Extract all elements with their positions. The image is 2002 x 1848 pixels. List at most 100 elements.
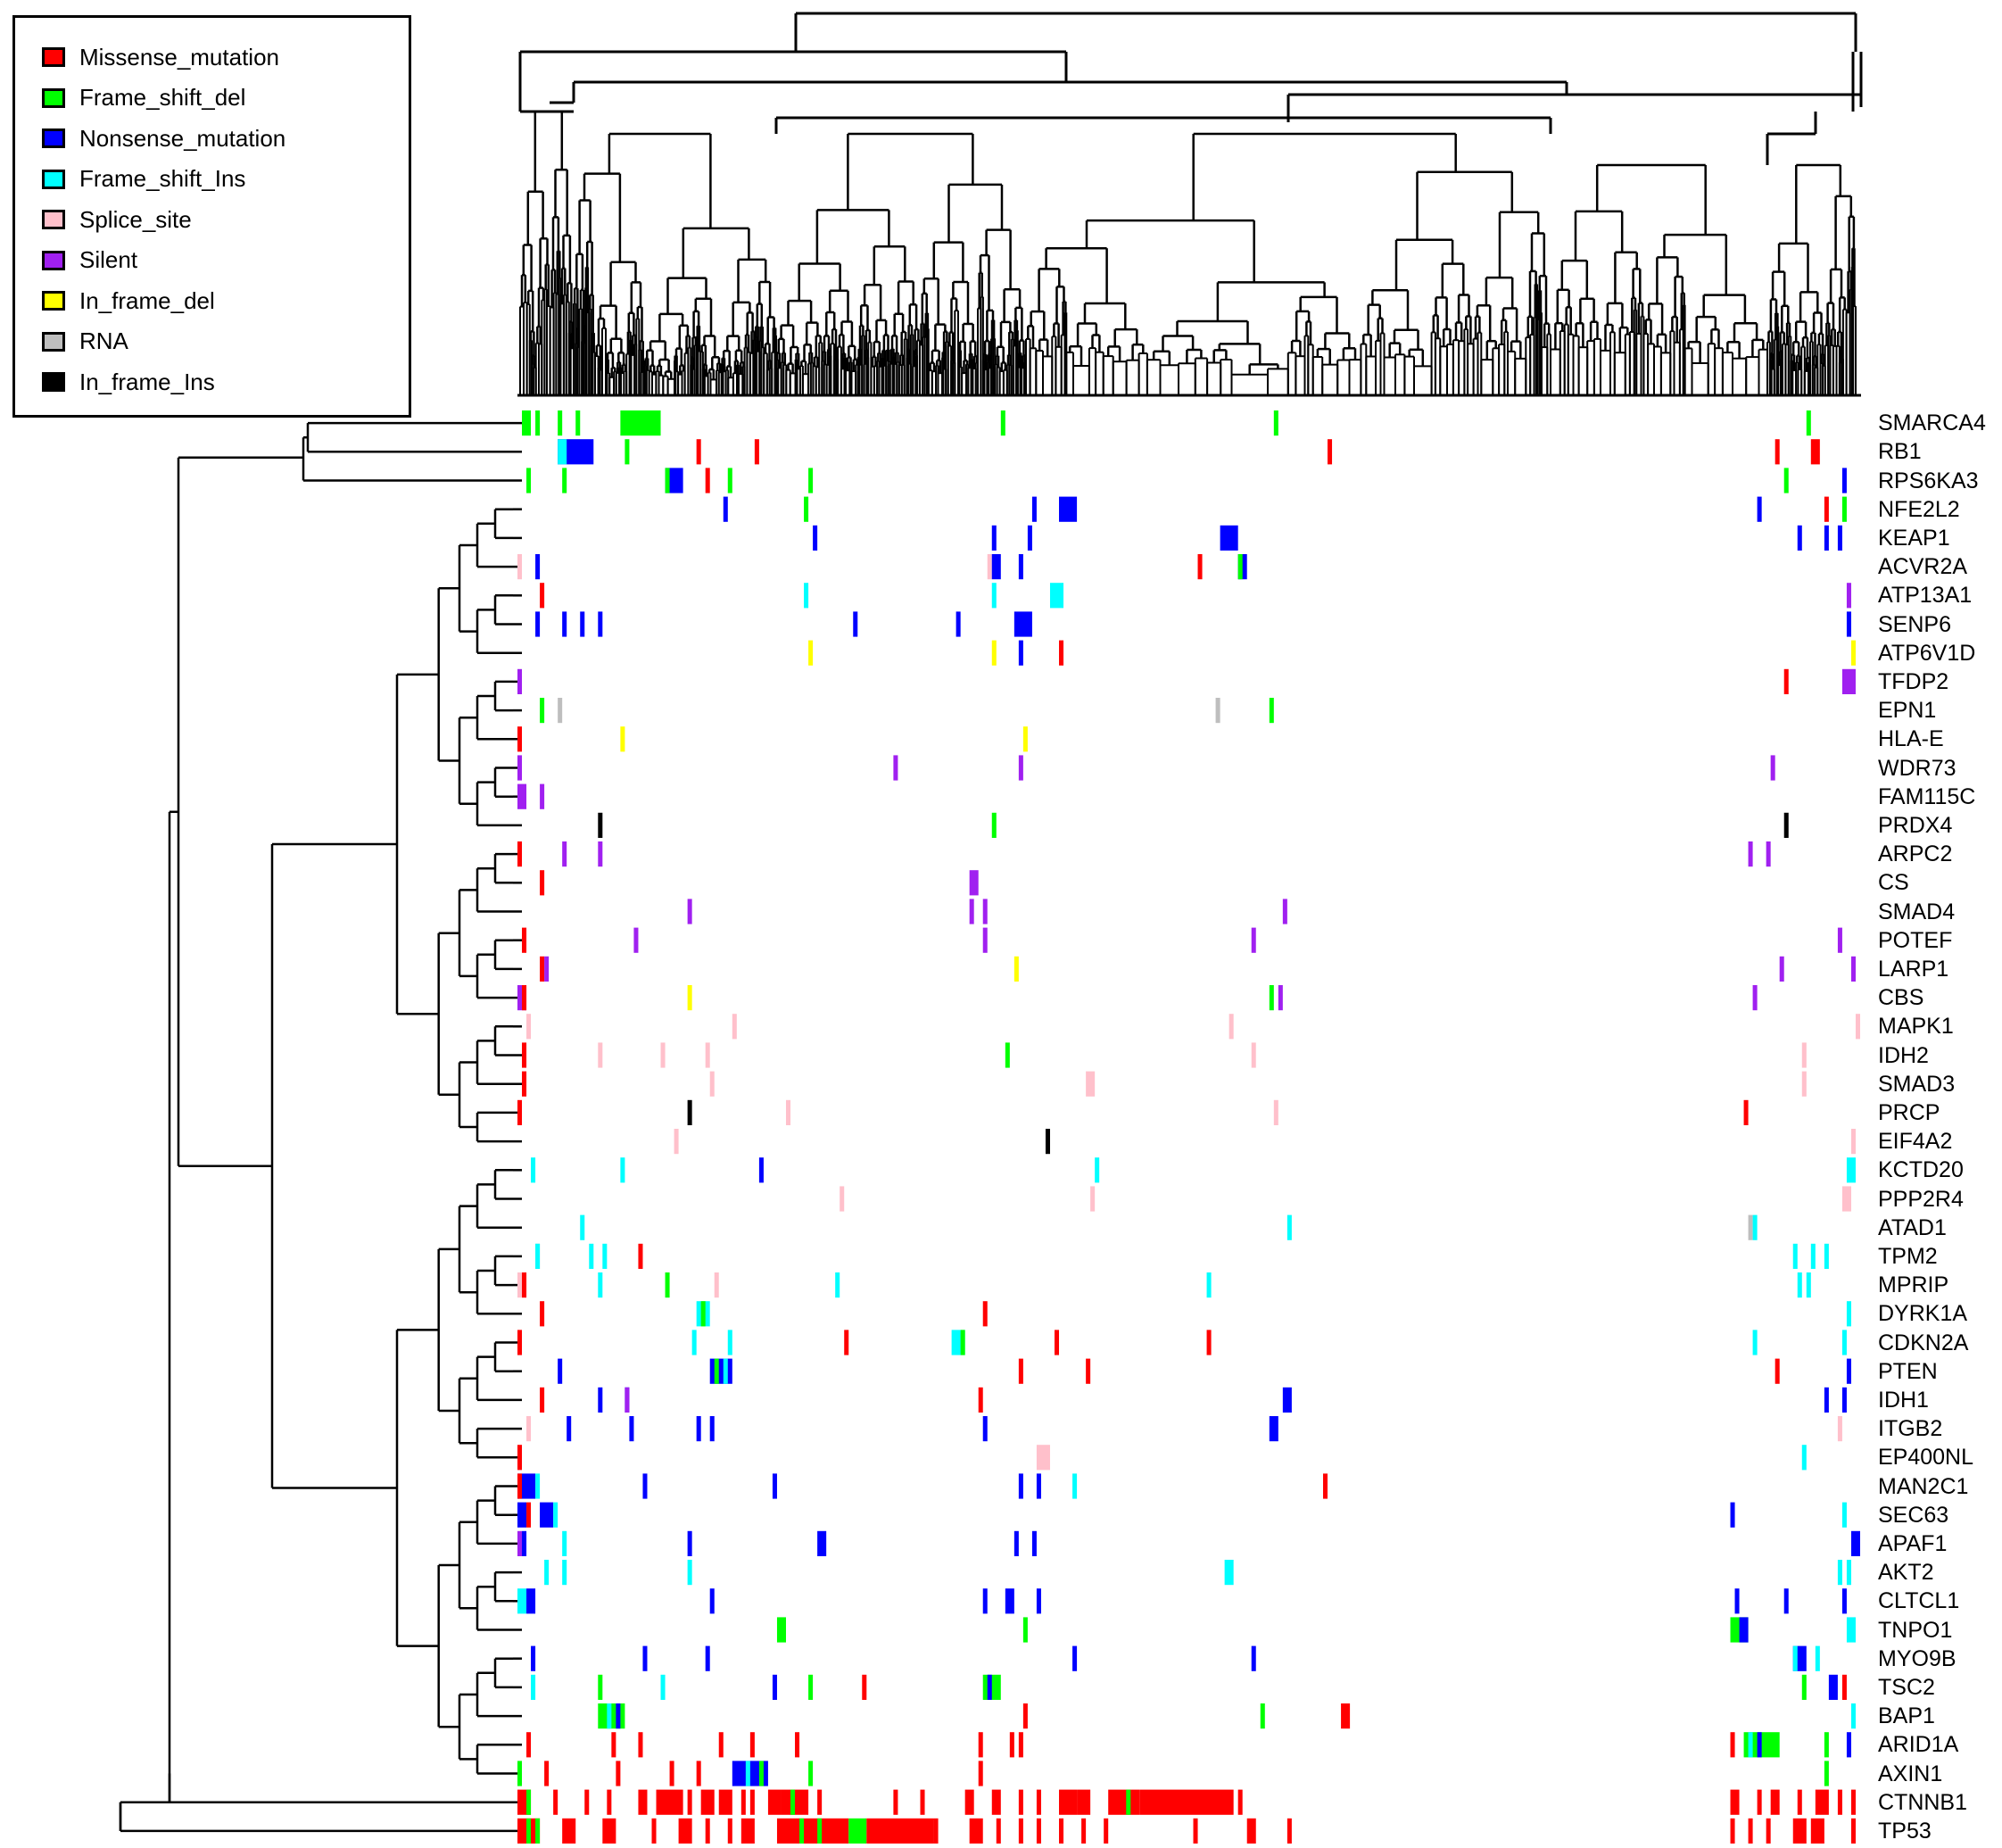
- mutation-cell: [638, 1732, 643, 1758]
- mutation-cell: [1797, 525, 1802, 551]
- gene-label: PPP2R4: [1878, 1186, 1964, 1212]
- mutation-cell: [517, 1099, 523, 1125]
- mutation-cell: [580, 1214, 585, 1240]
- mutation-cell: [804, 496, 809, 522]
- mutation-cell: [813, 525, 818, 551]
- legend-item: Frame_shift_Ins: [42, 162, 245, 197]
- gene-label: ARPC2: [1878, 841, 1953, 867]
- mutation-cell: [848, 1818, 867, 1844]
- mutation-cell: [562, 611, 567, 637]
- mutation-cell: [1022, 726, 1028, 752]
- legend-item: Splice_site: [42, 202, 192, 237]
- mutation-cell: [1269, 698, 1274, 724]
- mutation-cell: [709, 1358, 732, 1384]
- mutation-cell: [991, 583, 997, 609]
- mutation-cell: [517, 726, 523, 752]
- mutation-cell: [1748, 1214, 1753, 1240]
- mutation-cell: [740, 1789, 746, 1815]
- mutation-cell: [1278, 985, 1283, 1011]
- mutation-cell: [598, 812, 603, 838]
- mutation-cell: [790, 1789, 796, 1815]
- mutation-cell: [558, 698, 563, 724]
- legend-label: Nonsense_mutation: [79, 124, 286, 152]
- mutation-cell: [598, 611, 603, 637]
- mutation-cell: [996, 1818, 1001, 1844]
- mutation-cell: [1269, 985, 1274, 1011]
- mutation-cell: [1783, 668, 1789, 694]
- gene-label: CLTCL1: [1878, 1588, 1960, 1614]
- mutation-cell: [1779, 956, 1784, 982]
- mutation-cell: [544, 1560, 550, 1586]
- mutation-cell: [665, 468, 670, 493]
- mutation-cell: [1824, 1243, 1829, 1269]
- mutation-cell: [656, 1789, 683, 1815]
- mutation-cell: [1090, 1186, 1096, 1212]
- gene-label: MAPK1: [1878, 1014, 1954, 1040]
- mutation-cell: [1018, 640, 1023, 666]
- mutation-cell: [1846, 1617, 1856, 1643]
- mutation-cell: [1841, 496, 1847, 522]
- mutation-cell: [1797, 1272, 1802, 1298]
- mutation-cell: [1018, 1358, 1023, 1384]
- legend-label: Splice_site: [79, 205, 192, 233]
- mutation-cell: [1815, 1645, 1820, 1671]
- mutation-cell: [625, 439, 630, 465]
- mutation-cell: [522, 927, 527, 953]
- mutation-cell: [638, 1243, 643, 1269]
- mutation-cell: [700, 1789, 715, 1815]
- mutation-cell: [1081, 1818, 1087, 1844]
- mutation-cell: [562, 1560, 567, 1586]
- mutation-cell: [1806, 1272, 1811, 1298]
- mutation-cell: [669, 1761, 674, 1786]
- legend: Missense_mutation Frame_shift_del Nonsense…: [12, 15, 411, 418]
- mutation-cell: [799, 1818, 805, 1844]
- mutation-cell: [517, 1588, 527, 1614]
- gene-label: MYO9B: [1878, 1645, 1956, 1671]
- mutation-cell: [535, 1818, 541, 1844]
- mutation-cell: [526, 1818, 532, 1844]
- mutation-cell: [522, 985, 527, 1011]
- mutation-cell: [1022, 1703, 1028, 1729]
- gene-label: AXIN1: [1878, 1761, 1943, 1786]
- mutation-cell: [1837, 525, 1842, 551]
- mutation-cell: [553, 1789, 558, 1815]
- gene-label: TPM2: [1878, 1243, 1938, 1269]
- mutation-cell: [522, 1272, 527, 1298]
- mutation-cell: [1228, 1014, 1234, 1040]
- mutation-cell: [758, 1157, 764, 1183]
- legend-item: Nonsense_mutation: [42, 120, 285, 156]
- mutation-cell: [991, 812, 997, 838]
- legend-label: Silent: [79, 246, 138, 273]
- mutation-cell: [1824, 1761, 1829, 1786]
- legend-swatch: [42, 128, 65, 148]
- mutation-cell: [1031, 1530, 1037, 1556]
- gene-label: RPS6KA3: [1878, 468, 1979, 493]
- mutation-cell: [1815, 1789, 1829, 1815]
- gene-label: ATAD1: [1878, 1214, 1947, 1240]
- mutation-cell: [602, 1243, 608, 1269]
- mutation-cell: [1752, 1330, 1758, 1355]
- mutation-cell: [862, 1674, 867, 1700]
- mutation-cell: [1801, 1445, 1807, 1471]
- mutation-cell: [1059, 640, 1064, 666]
- legend-swatch: [42, 169, 65, 189]
- mutation-cell: [1766, 1818, 1771, 1844]
- column-dendrogram: [517, 12, 1863, 397]
- mutation-cell: [598, 1674, 603, 1700]
- mutation-cell: [522, 1042, 527, 1068]
- mutation-cell: [1095, 1157, 1100, 1183]
- mutation-cell: [714, 1272, 719, 1298]
- mutation-cell: [1018, 1732, 1023, 1758]
- mutation-cell: [714, 1358, 719, 1384]
- mutation-cell: [598, 1272, 603, 1298]
- mutation-cell: [526, 1588, 536, 1614]
- legend-swatch: [42, 47, 65, 67]
- mutation-cell: [709, 1588, 715, 1614]
- gene-label: MAN2C1: [1878, 1473, 1969, 1499]
- mutation-cell: [687, 985, 692, 1011]
- mutation-cell: [540, 583, 545, 609]
- mutation-cell: [531, 1645, 536, 1671]
- legend-item: Silent: [42, 243, 137, 278]
- mutation-cell: [776, 1617, 786, 1643]
- mutation-cell: [1246, 1818, 1256, 1844]
